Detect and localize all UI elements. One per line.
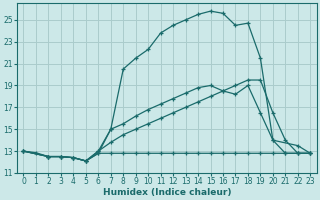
X-axis label: Humidex (Indice chaleur): Humidex (Indice chaleur) xyxy=(103,188,231,197)
